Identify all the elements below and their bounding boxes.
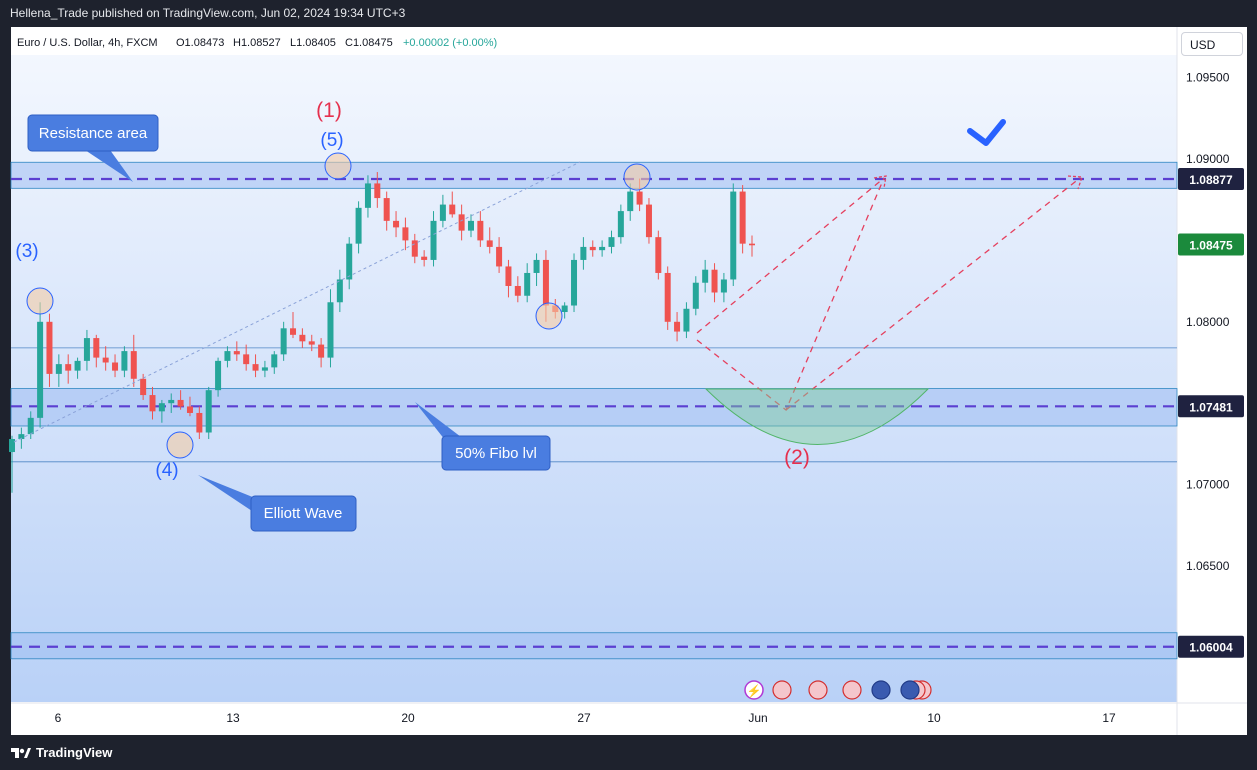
currency-button[interactable]: USD xyxy=(1181,32,1243,56)
footer-brand: TradingView xyxy=(36,745,113,760)
tradingview-logo[interactable]: TradingView xyxy=(10,745,112,760)
chart-panel[interactable] xyxy=(11,27,1247,735)
publisher-line: Hellena_Trade published on TradingView.c… xyxy=(10,6,406,20)
footer-bar: TradingView xyxy=(0,735,1257,770)
tradingview-logo-icon xyxy=(11,747,31,758)
publisher-bar: Hellena_Trade published on TradingView.c… xyxy=(0,0,1257,27)
